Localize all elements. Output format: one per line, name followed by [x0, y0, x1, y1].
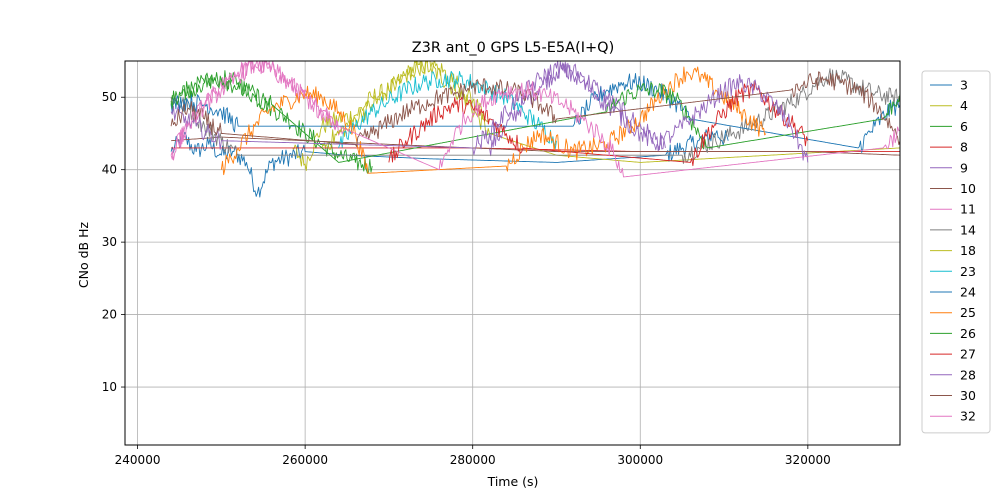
series-line-30 — [170, 71, 900, 147]
legend-label-28: 28 — [960, 367, 976, 382]
legend: 3 4 6 8 9 10 11 14 18 23 24 25 26 27 28 30 32 — [921, 70, 991, 434]
series-lines — [170, 61, 900, 198]
legend-label-30: 30 — [960, 388, 976, 403]
legend-label-9: 9 — [960, 160, 968, 175]
series-line-18 — [321, 61, 490, 150]
legend-label-26: 26 — [960, 326, 976, 341]
legend-label-6: 6 — [960, 119, 968, 134]
legend-label-10: 10 — [960, 181, 976, 196]
plot-frame — [124, 60, 901, 446]
axis-ticks: 240000 260000 280000 300000 320000 10 20 30 40 50 — [102, 90, 831, 467]
series-line-24 — [170, 73, 900, 153]
series-line-27 — [388, 80, 809, 167]
legend-label-24: 24 — [960, 285, 976, 300]
series-line-10 — [171, 136, 900, 156]
y-tick-label: 30 — [102, 235, 117, 249]
legend-label-4: 4 — [960, 98, 968, 113]
series-line-14 — [170, 68, 900, 164]
chart-title: Z3R ant_0 GPS L5-E5A(I+Q) — [412, 40, 614, 56]
x-tick-label: 320000 — [785, 453, 831, 467]
y-tick-label: 40 — [102, 163, 117, 177]
series-line-23 — [338, 70, 557, 150]
y-axis-label: CNo dB Hz — [76, 221, 91, 288]
series-line-28 — [170, 61, 809, 163]
series-line-3 — [170, 129, 729, 198]
legend-label-3: 3 — [960, 78, 968, 93]
x-tick-label: 240000 — [115, 453, 161, 467]
legend-label-32: 32 — [960, 409, 976, 424]
legend-box — [921, 70, 991, 434]
x-tick-label: 280000 — [450, 453, 496, 467]
series-line-26 — [170, 74, 900, 163]
y-tick-label: 50 — [102, 90, 117, 104]
series-line-32 — [170, 61, 900, 178]
series-line-4 — [292, 61, 900, 171]
legend-label-14: 14 — [960, 222, 976, 237]
x-tick-label: 260000 — [282, 453, 328, 467]
y-tick-label: 20 — [102, 308, 117, 322]
x-axis-label: Time (s) — [487, 474, 539, 489]
grid — [125, 61, 900, 445]
legend-label-23: 23 — [960, 264, 976, 279]
legend-label-25: 25 — [960, 305, 976, 320]
x-tick-label: 300000 — [617, 453, 663, 467]
legend-label-11: 11 — [960, 202, 976, 217]
series-line-25 — [220, 66, 767, 176]
legend-label-8: 8 — [960, 140, 968, 155]
legend-label-18: 18 — [960, 243, 976, 258]
legend-label-27: 27 — [960, 347, 976, 362]
y-tick-label: 10 — [102, 380, 117, 394]
